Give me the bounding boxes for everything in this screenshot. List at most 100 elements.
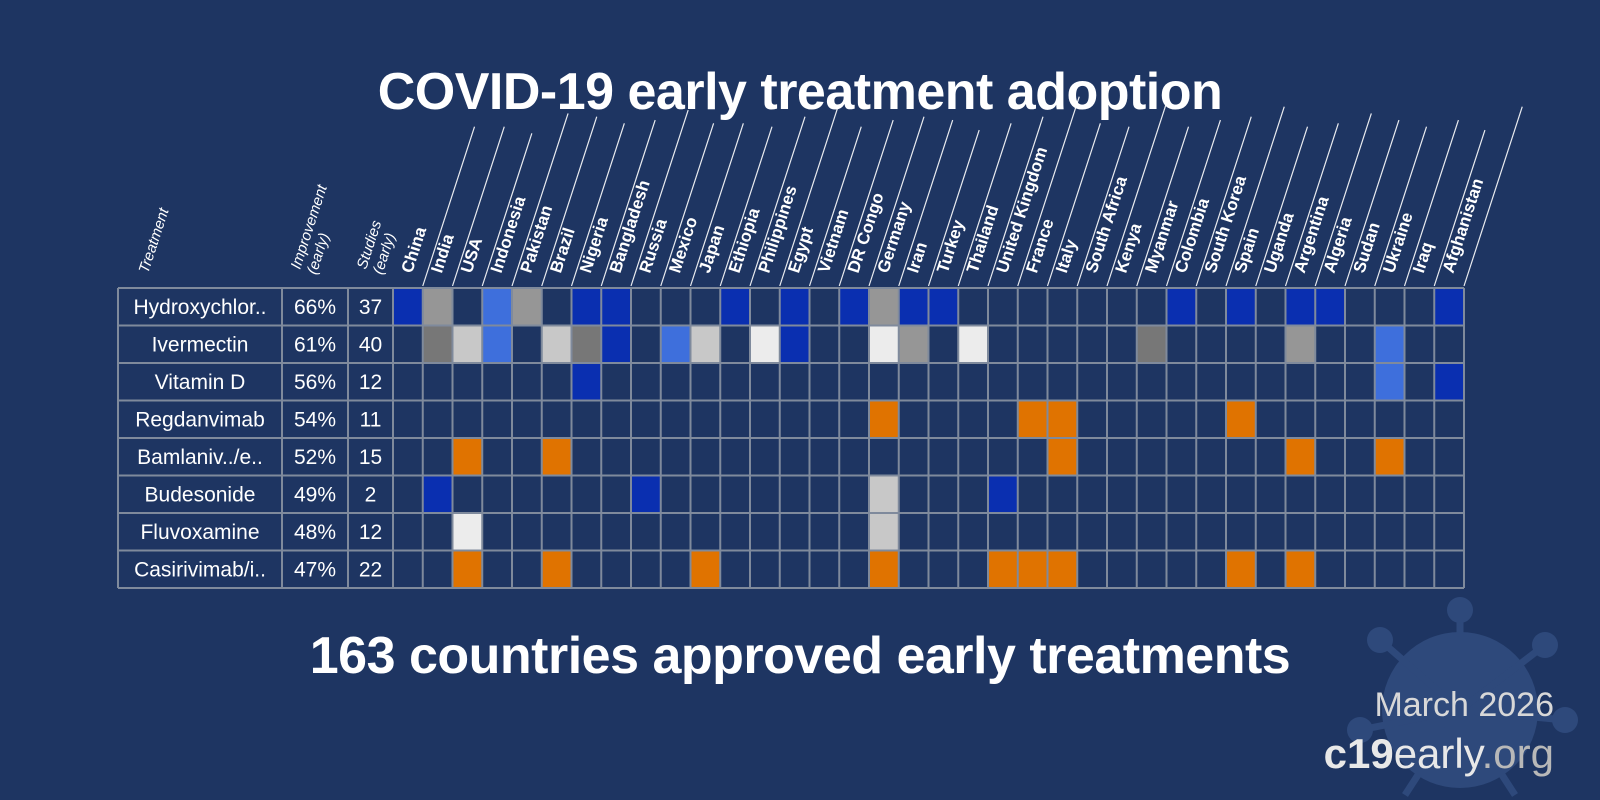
cell-dr-congo-1 — [839, 288, 869, 326]
country-divider — [451, 126, 505, 287]
country-header: Japan — [695, 223, 728, 276]
cell-nigeria-3 — [571, 363, 602, 401]
country-divider — [1017, 96, 1080, 287]
cell-germany-4 — [869, 400, 899, 438]
country-divider — [1106, 103, 1167, 287]
improvement-value: 47% — [294, 558, 336, 581]
treatment-label: Budesonide — [145, 483, 256, 506]
treatment-label: Regdanvimab — [135, 408, 265, 431]
cell-india-6 — [422, 475, 453, 513]
cell-iran-1 — [898, 288, 929, 326]
improvement-value: 52% — [294, 446, 336, 469]
cell-argentina-5 — [1285, 438, 1316, 476]
date-label: March 2026 — [1374, 686, 1554, 724]
improvement-value: 54% — [294, 408, 336, 431]
country-divider — [600, 119, 656, 287]
cell-brazil-5 — [541, 438, 572, 476]
country-header: Egypt — [784, 224, 817, 275]
cell-russia-6 — [631, 475, 661, 513]
cell-india-2 — [422, 325, 453, 363]
cell-egypt-2 — [779, 325, 810, 363]
site-part3: .org — [1481, 730, 1554, 777]
country-divider — [1433, 129, 1486, 287]
row-labels: Hydroxychlor.. 66% 37 Ivermectin 61% 40 Vitami… — [133, 296, 382, 582]
country-divider — [1284, 123, 1339, 287]
chart-title: COVID-19 early treatment adoption — [377, 63, 1223, 121]
treatment-label: Vitamin D — [155, 371, 246, 394]
country-divider — [927, 129, 980, 287]
studies-value: 22 — [359, 558, 382, 581]
cell-ethiopia-1 — [720, 288, 750, 326]
studies-value: 15 — [359, 446, 382, 469]
country-header: India — [427, 231, 457, 275]
country-divider — [779, 106, 839, 287]
cell-spain-1 — [1226, 288, 1256, 326]
country-header: USA — [457, 235, 486, 275]
cell-ukraine-2 — [1374, 325, 1405, 363]
country-header: Spain — [1231, 225, 1263, 275]
cell-pakistan-1 — [512, 288, 542, 326]
cell-germany-2 — [869, 325, 899, 363]
cell-italy-5 — [1047, 438, 1078, 476]
country-header: Italy — [1052, 236, 1081, 275]
site-part2: early — [1393, 730, 1482, 777]
cell-mexico-2 — [660, 325, 691, 363]
country-divider — [1195, 116, 1252, 287]
cell-iran-2 — [898, 325, 929, 363]
country-divider — [898, 119, 954, 287]
country-divider — [1374, 126, 1428, 287]
treatment-label: Casirivimab/i.. — [134, 558, 266, 581]
cell-bangladesh-2 — [601, 325, 631, 363]
cell-ukraine-5 — [1374, 438, 1405, 476]
country-divider — [957, 123, 1012, 287]
cell-japan-8 — [690, 550, 721, 588]
country-divider — [1344, 119, 1400, 287]
studies-value: 11 — [360, 408, 382, 431]
cell-turkey-1 — [928, 288, 959, 326]
country-divider — [422, 126, 476, 287]
cell-germany-1 — [869, 288, 899, 326]
country-divider — [1046, 123, 1101, 287]
cell-italy-4 — [1047, 400, 1078, 438]
country-divider — [719, 126, 773, 287]
cell-afghanistan-1 — [1434, 288, 1464, 326]
country-divider — [541, 116, 598, 287]
cell-bangladesh-1 — [601, 288, 631, 326]
improvement-value: 61% — [294, 333, 336, 356]
cell-argentina-2 — [1285, 325, 1316, 363]
cell-germany-7 — [869, 513, 899, 551]
cell-myanmar-2 — [1136, 325, 1167, 363]
cell-germany-8 — [869, 550, 899, 588]
country-divider — [630, 109, 689, 287]
treatment-label: Bamlaniv../e.. — [137, 446, 263, 469]
country-header: Iraq — [1409, 240, 1437, 276]
country-divider — [660, 123, 715, 287]
cell-usa-5 — [452, 438, 483, 476]
cell-philippines-2 — [750, 325, 780, 363]
treatment-label: Hydroxychlor.. — [133, 296, 266, 319]
cell-japan-2 — [690, 325, 721, 363]
improvement-value: 56% — [294, 371, 336, 394]
cell-argentina-1 — [1285, 288, 1316, 326]
country-header: Brazil — [546, 225, 578, 275]
country-divider — [1314, 113, 1372, 287]
country-divider — [1136, 126, 1190, 287]
cell-germany-6 — [869, 475, 899, 513]
studies-value: 2 — [365, 483, 377, 506]
country-divider — [1463, 106, 1523, 287]
country-divider — [1225, 106, 1285, 287]
country-divider — [1165, 119, 1221, 287]
country-header: Iran — [903, 240, 931, 276]
country-divider — [511, 113, 569, 287]
cell-indonesia-1 — [482, 288, 512, 326]
cell-spain-4 — [1226, 400, 1256, 438]
studies-value: 40 — [359, 333, 382, 356]
table-grid — [117, 287, 1465, 589]
cell-usa-2 — [452, 325, 483, 363]
cell-indonesia-2 — [482, 325, 512, 363]
country-divider — [570, 123, 625, 287]
studies-value: 12 — [359, 521, 382, 544]
cell-india-1 — [422, 288, 453, 326]
cell-afghanistan-3 — [1434, 363, 1464, 401]
site-logo-text: c19early.org — [1324, 730, 1554, 778]
